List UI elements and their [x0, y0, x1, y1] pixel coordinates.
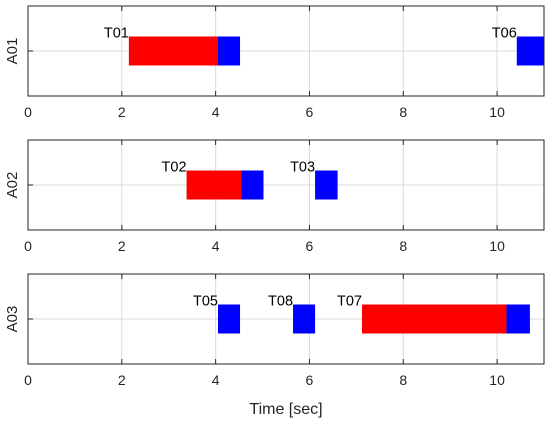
bars-group — [186, 170, 338, 200]
x-tick-label: 0 — [24, 238, 32, 254]
axes-panel-3: T05 T08 T07 0 2 4 6 8 10 A03 Time [sec] — [4, 273, 545, 418]
axes-panel-1: T01 T06 0 2 4 6 8 10 A01 — [4, 5, 545, 120]
x-tick-label: 0 — [24, 372, 32, 388]
x-tick-label: 4 — [212, 372, 220, 388]
x-tick-label: 10 — [489, 372, 505, 388]
bar-t08-seg-0 — [293, 304, 316, 334]
x-tick-label: 2 — [118, 104, 126, 120]
x-tick-label: 2 — [118, 372, 126, 388]
bars-group — [128, 36, 544, 66]
bars-group — [217, 304, 530, 334]
x-tick-label: 6 — [306, 372, 314, 388]
axes-panel-2: T02 T03 0 2 4 6 8 10 A02 — [4, 139, 545, 254]
y-axis-label: A01 — [4, 38, 21, 65]
task-label-t08: T08 — [268, 294, 293, 310]
task-label-t03: T03 — [290, 160, 315, 176]
x-tick-label: 0 — [24, 104, 32, 120]
x-tick-label: 8 — [399, 104, 407, 120]
task-label-t02: T02 — [162, 160, 187, 176]
bar-t02-seg-0 — [186, 170, 242, 200]
task-label-t05: T05 — [193, 294, 218, 310]
y-axis-label: A03 — [4, 306, 21, 333]
x-tick-label: 2 — [118, 238, 126, 254]
x-tick-label: 8 — [399, 238, 407, 254]
x-tick-label: 4 — [212, 238, 220, 254]
x-tick-label: 4 — [212, 104, 220, 120]
task-label-t06: T06 — [492, 26, 517, 42]
bar-t05-seg-0 — [217, 304, 241, 334]
x-tick-label: 6 — [306, 238, 314, 254]
bar-t03-seg-0 — [315, 170, 338, 200]
bar-t06-seg-0 — [516, 36, 544, 66]
bar-t07-seg-0 — [361, 304, 507, 334]
x-tick-label: 6 — [306, 104, 314, 120]
x-tick-label: 8 — [399, 372, 407, 388]
bar-t02-seg-1 — [241, 170, 264, 200]
task-label-t01: T01 — [104, 26, 129, 42]
x-tick-label: 10 — [489, 104, 505, 120]
bar-t07-seg-1 — [506, 304, 530, 334]
task-label-t07: T07 — [337, 294, 362, 310]
y-axis-label: A02 — [4, 172, 21, 199]
x-tick-label: 10 — [489, 238, 505, 254]
bar-t01-seg-1 — [217, 36, 241, 66]
x-axis-label: Time [sec] — [249, 401, 322, 418]
bar-t01-seg-0 — [128, 36, 218, 66]
